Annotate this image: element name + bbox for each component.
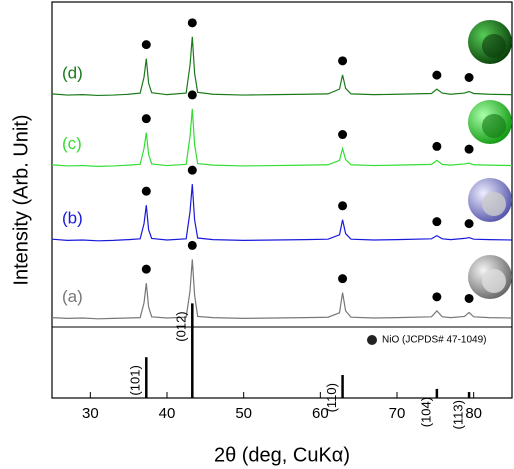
x-tick-label: 60 (312, 405, 329, 422)
peak-marker (432, 141, 442, 151)
peak-marker (432, 217, 442, 227)
series-label: (b) (62, 209, 83, 228)
x-tick-label: 70 (389, 405, 406, 422)
peak-marker (338, 56, 348, 66)
peak-marker (141, 264, 151, 274)
peak-marker (141, 114, 151, 124)
peak-marker (141, 40, 151, 50)
peak-marker (432, 292, 442, 302)
sphere-hole (482, 192, 506, 216)
sphere-hole (482, 269, 506, 293)
x-tick-label: 80 (465, 405, 482, 422)
xrd-pattern (51, 108, 513, 167)
sphere-hole (482, 34, 506, 58)
peak-marker (464, 72, 474, 82)
peak-marker (464, 293, 474, 303)
peak-marker (338, 274, 348, 284)
x-tick-label: 30 (82, 405, 99, 422)
hkl-label: (110) (324, 383, 339, 412)
peak-marker (464, 219, 474, 229)
series-label: (d) (62, 63, 83, 82)
peak-marker (338, 201, 348, 211)
peak-marker (338, 130, 348, 140)
xrd-pattern (51, 259, 513, 320)
hkl-label: (101) (128, 365, 143, 395)
peak-marker (187, 240, 197, 250)
series-label: (a) (62, 287, 83, 306)
peak-marker (187, 18, 197, 28)
x-tick-label: 50 (235, 405, 252, 422)
peak-marker (187, 90, 197, 100)
peak-marker (432, 70, 442, 80)
peak-marker (141, 186, 151, 196)
x-tick-label: 40 (159, 405, 176, 422)
sphere-icons (468, 20, 512, 299)
series-label: (c) (62, 134, 82, 153)
peak-marker (187, 165, 197, 175)
x-axis-label: 2θ (deg, CuKα) (214, 444, 350, 466)
peak-marker (464, 144, 474, 154)
sphere-hole (482, 114, 506, 138)
hkl-label: (113) (451, 400, 466, 429)
hkl-label: (012) (174, 311, 189, 341)
xrd-pattern (51, 36, 513, 97)
xrd-pattern (51, 184, 513, 242)
hkl-label: (104) (418, 397, 433, 427)
y-axis-label: Intensity (Arb. Unit) (10, 114, 32, 285)
legend-label: NiO (JCPDS# 47-1049) (382, 335, 486, 346)
legend-marker (367, 335, 377, 345)
